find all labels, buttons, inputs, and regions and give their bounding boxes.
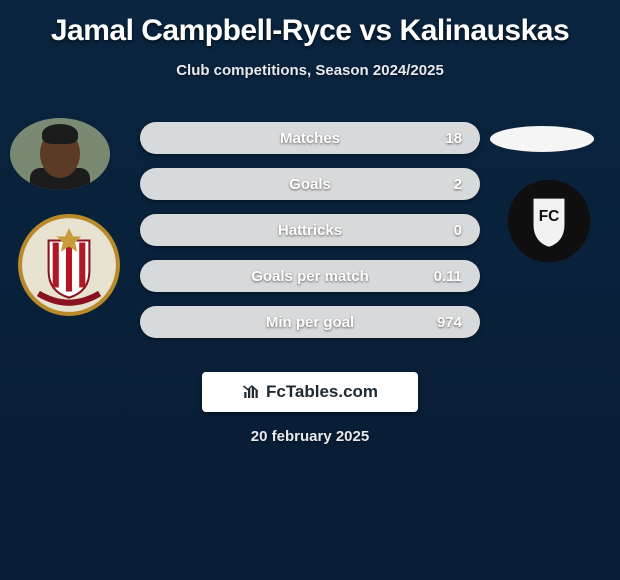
stat-right-value: 0.11	[434, 268, 462, 285]
stat-label: Min per goal	[140, 314, 480, 331]
stats-list: Matches 18 Goals 2 Hattricks 0 Goals per…	[140, 122, 480, 338]
stat-right-value: 974	[437, 314, 462, 331]
bars-chart-icon	[242, 383, 260, 401]
stat-row: Min per goal 974	[140, 306, 480, 338]
stat-right-value: 0	[454, 222, 462, 239]
brand-text: FcTables.com	[266, 382, 378, 402]
subtitle: Club competitions, Season 2024/2025	[0, 62, 620, 79]
stat-label: Goals per match	[140, 268, 480, 285]
stat-row: Hattricks 0	[140, 214, 480, 246]
stat-label: Goals	[140, 176, 480, 193]
date-text: 20 february 2025	[251, 428, 369, 445]
stat-row: Goals 2	[140, 168, 480, 200]
page-title: Jamal Campbell-Ryce vs Kalinauskas	[0, 0, 620, 48]
fctables-link[interactable]: FcTables.com	[202, 372, 418, 412]
stat-row: Goals per match 0.11	[140, 260, 480, 292]
stat-label: Matches	[140, 130, 480, 147]
stat-right-value: 18	[445, 130, 462, 147]
stat-row: Matches 18	[140, 122, 480, 154]
stat-right-value: 2	[454, 176, 462, 193]
stat-label: Hattricks	[140, 222, 480, 239]
